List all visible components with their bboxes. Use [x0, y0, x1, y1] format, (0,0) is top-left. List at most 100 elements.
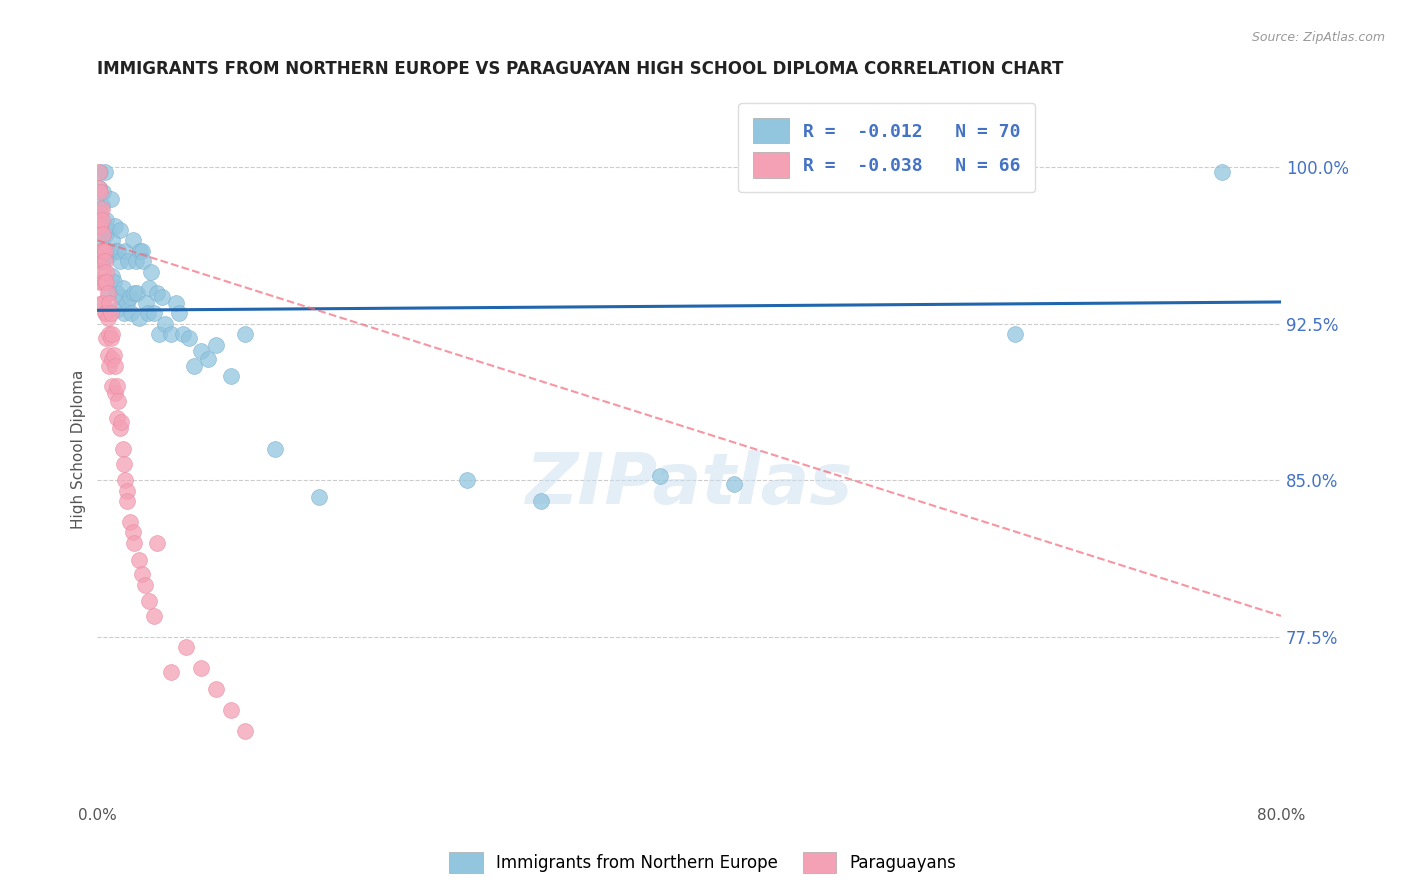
Point [114, 473, 136, 487]
Point [90, 202, 112, 216]
Point [110, 415, 132, 429]
Point [134, 577, 156, 591]
Point [177, 331, 200, 345]
Point [145, 536, 167, 550]
Point [90, 212, 112, 227]
Point [129, 244, 152, 258]
Point [94, 244, 117, 258]
Point [104, 219, 127, 233]
Point [104, 359, 127, 373]
Point [131, 244, 153, 258]
Point [97, 223, 120, 237]
Point [148, 327, 170, 342]
Point [127, 285, 149, 300]
Point [115, 494, 138, 508]
Point [648, 469, 671, 483]
Point [100, 306, 122, 320]
Point [101, 234, 124, 248]
Point [91, 244, 114, 258]
Point [94, 275, 117, 289]
Point [160, 665, 183, 680]
Point [90, 234, 112, 248]
Point [118, 290, 141, 304]
Point [87, 219, 110, 233]
Point [264, 442, 287, 456]
Point [90, 244, 112, 258]
Point [105, 379, 128, 393]
Text: IMMIGRANTS FROM NORTHERN EUROPE VS PARAGUAYAN HIGH SCHOOL DIPLOMA CORRELATION CH: IMMIGRANTS FROM NORTHERN EUROPE VS PARAG… [97, 60, 1064, 78]
Point [108, 421, 131, 435]
Point [1004, 327, 1026, 342]
Point [128, 310, 150, 325]
Point [89, 248, 111, 262]
Point [101, 352, 124, 367]
Point [98, 248, 121, 262]
Point [124, 285, 146, 300]
Point [91, 186, 114, 200]
Point [125, 254, 148, 268]
Point [138, 594, 160, 608]
Point [530, 494, 553, 508]
Point [96, 227, 118, 242]
Point [456, 473, 478, 487]
Point [111, 442, 134, 456]
Point [197, 352, 219, 367]
Point [97, 285, 120, 300]
Point [190, 661, 212, 675]
Point [124, 536, 146, 550]
Y-axis label: High School Diploma: High School Diploma [72, 369, 86, 529]
Point [115, 296, 138, 310]
Point [160, 327, 183, 342]
Point [89, 275, 111, 289]
Point [142, 306, 165, 320]
Point [114, 244, 136, 258]
Point [89, 164, 111, 178]
Point [167, 306, 190, 320]
Point [107, 244, 129, 258]
Point [135, 296, 157, 310]
Point [94, 254, 117, 268]
Text: ZIPatlas: ZIPatlas [526, 450, 853, 519]
Point [145, 285, 167, 300]
Point [139, 265, 162, 279]
Point [89, 212, 111, 227]
Point [190, 343, 212, 358]
Point [101, 379, 124, 393]
Point [152, 290, 174, 304]
Point [89, 206, 111, 220]
Point [219, 369, 242, 384]
Point [132, 254, 155, 268]
Point [100, 192, 122, 206]
Point [107, 302, 129, 317]
Point [172, 327, 194, 342]
Point [98, 285, 121, 300]
Point [87, 181, 110, 195]
Point [121, 234, 143, 248]
Point [91, 254, 114, 268]
Point [112, 306, 135, 320]
Point [94, 164, 117, 178]
Point [108, 254, 131, 268]
Point [204, 337, 226, 351]
Point [96, 265, 118, 279]
Point [183, 359, 205, 373]
Point [115, 483, 138, 498]
Point [98, 327, 121, 342]
Point [105, 285, 128, 300]
Point [87, 164, 110, 178]
Point [103, 275, 125, 289]
Point [98, 359, 121, 373]
Legend: R =  -0.012   N = 70, R =  -0.038   N = 66: R = -0.012 N = 70, R = -0.038 N = 66 [738, 103, 1035, 193]
Point [103, 348, 125, 362]
Point [91, 265, 114, 279]
Point [219, 703, 242, 717]
Point [128, 552, 150, 566]
Point [131, 567, 153, 582]
Point [111, 281, 134, 295]
Point [91, 227, 114, 242]
Point [89, 186, 111, 200]
Point [101, 268, 124, 283]
Point [96, 331, 118, 345]
Point [90, 275, 112, 289]
Point [142, 608, 165, 623]
